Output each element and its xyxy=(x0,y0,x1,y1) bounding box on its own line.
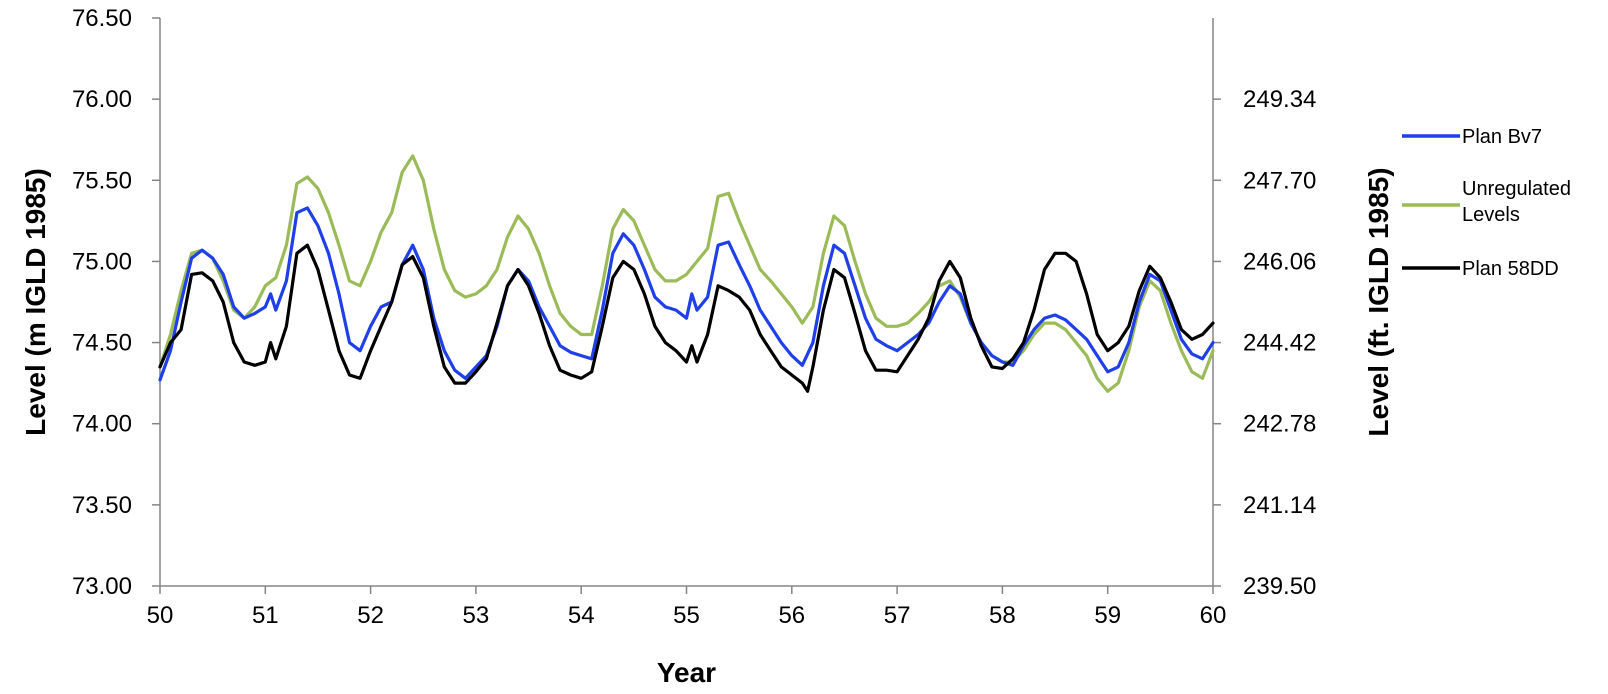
x-axis-title: Year xyxy=(657,657,716,688)
x-tick-label: 54 xyxy=(568,602,595,629)
y-tick-label-right: 241.14 xyxy=(1243,492,1316,519)
y-tick-label-right: 246.06 xyxy=(1243,248,1316,275)
y-tick-label-left: 76.50 xyxy=(72,5,132,32)
y-axis-title-right: Level (ft. IGLD 1985) xyxy=(1363,167,1394,436)
x-tick-label: 51 xyxy=(252,602,279,629)
series-line-plan-bv7 xyxy=(158,206,1215,382)
axes xyxy=(152,17,1221,594)
y-tick-label-left: 73.00 xyxy=(72,573,132,600)
legend-label-plan-58dd: Plan 58DD xyxy=(1462,258,1559,280)
series-layer xyxy=(158,154,1215,393)
series-line-unregulated-levels xyxy=(158,154,1215,393)
legend: Plan Bv7 Unregulated Levels Plan 58DD xyxy=(1402,126,1571,280)
y-axis-title-left: Level (m IGLD 1985) xyxy=(20,168,51,436)
y-tick-label-left: 75.00 xyxy=(72,248,132,275)
x-tick-label: 57 xyxy=(884,602,911,629)
y-tick-label-left: 73.50 xyxy=(72,492,132,519)
x-tick-label: 60 xyxy=(1200,602,1227,629)
y-tick-label-left: 75.50 xyxy=(72,167,132,194)
x-tick-label: 52 xyxy=(357,602,384,629)
x-tick-label: 50 xyxy=(147,602,174,629)
y-tick-label-right: 239.50 xyxy=(1243,573,1316,600)
y-tick-label-right: 247.70 xyxy=(1243,167,1316,194)
y-tick-label-left: 74.50 xyxy=(72,330,132,357)
tick-labels: 50 51 52 53 54 55 56 57 58 59 60 73.00 73.50 74.00 74.… xyxy=(72,5,1316,629)
legend-label-plan-bv7: Plan Bv7 xyxy=(1462,126,1542,148)
x-tick-label: 58 xyxy=(989,602,1016,629)
y-tick-label-right: 242.78 xyxy=(1243,411,1316,438)
x-tick-label: 53 xyxy=(463,602,490,629)
series-line-plan-58dd xyxy=(158,243,1215,393)
x-tick-label: 55 xyxy=(673,602,700,629)
legend-label-unregulated-levels: Unregulated Levels xyxy=(1462,178,1571,226)
x-tick-label: 59 xyxy=(1094,602,1121,629)
y-tick-label-left: 74.00 xyxy=(72,411,132,438)
y-tick-label-right: 249.34 xyxy=(1243,86,1316,113)
y-tick-label-right: 244.42 xyxy=(1243,330,1316,357)
y-tick-label-left: 76.00 xyxy=(72,86,132,113)
x-tick-label: 56 xyxy=(778,602,805,629)
